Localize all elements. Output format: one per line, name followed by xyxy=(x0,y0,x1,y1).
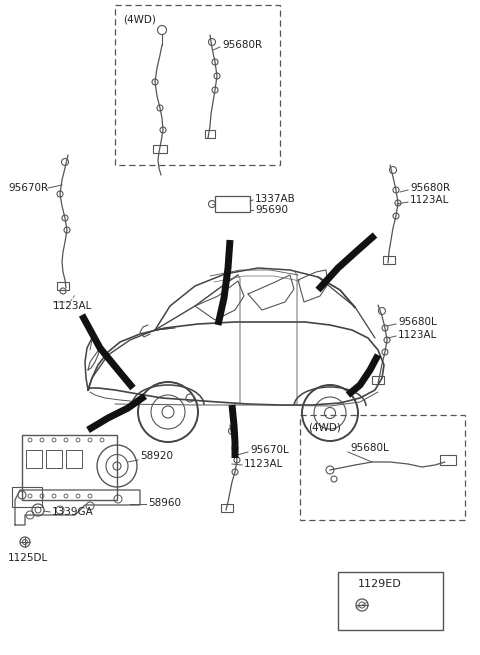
Text: 95680L: 95680L xyxy=(398,317,437,327)
Text: (4WD): (4WD) xyxy=(308,423,341,433)
Bar xyxy=(221,504,233,512)
Text: (4WD): (4WD) xyxy=(123,14,156,24)
Text: 95680R: 95680R xyxy=(222,40,262,50)
Bar xyxy=(46,450,62,468)
Text: 95680L: 95680L xyxy=(350,443,389,453)
Text: 1123AL: 1123AL xyxy=(244,459,283,469)
Text: 1125DL: 1125DL xyxy=(8,553,48,563)
Bar xyxy=(383,256,395,264)
Text: 1123AL: 1123AL xyxy=(53,301,92,311)
Bar xyxy=(12,487,42,507)
Text: 1129ED: 1129ED xyxy=(358,579,402,589)
Text: 1337AB: 1337AB xyxy=(255,194,296,204)
Text: 95670R: 95670R xyxy=(8,183,48,193)
Text: 95670L: 95670L xyxy=(250,445,289,455)
Bar xyxy=(440,455,456,465)
Bar xyxy=(26,450,42,468)
Text: 58960: 58960 xyxy=(148,498,181,508)
Bar xyxy=(372,376,384,384)
Bar xyxy=(153,145,167,153)
Bar xyxy=(22,435,117,500)
Bar xyxy=(66,450,82,468)
Bar xyxy=(215,196,250,212)
Bar xyxy=(57,282,69,290)
Text: 58920: 58920 xyxy=(140,451,173,461)
Text: 1123AL: 1123AL xyxy=(398,330,437,340)
Text: 95680R: 95680R xyxy=(410,183,450,193)
Text: 1123AL: 1123AL xyxy=(410,195,449,205)
Bar xyxy=(300,415,465,520)
Bar xyxy=(205,130,215,138)
Bar xyxy=(338,572,443,630)
Text: 95690: 95690 xyxy=(255,205,288,215)
Bar xyxy=(115,5,280,165)
Text: 1339GA: 1339GA xyxy=(52,507,94,517)
